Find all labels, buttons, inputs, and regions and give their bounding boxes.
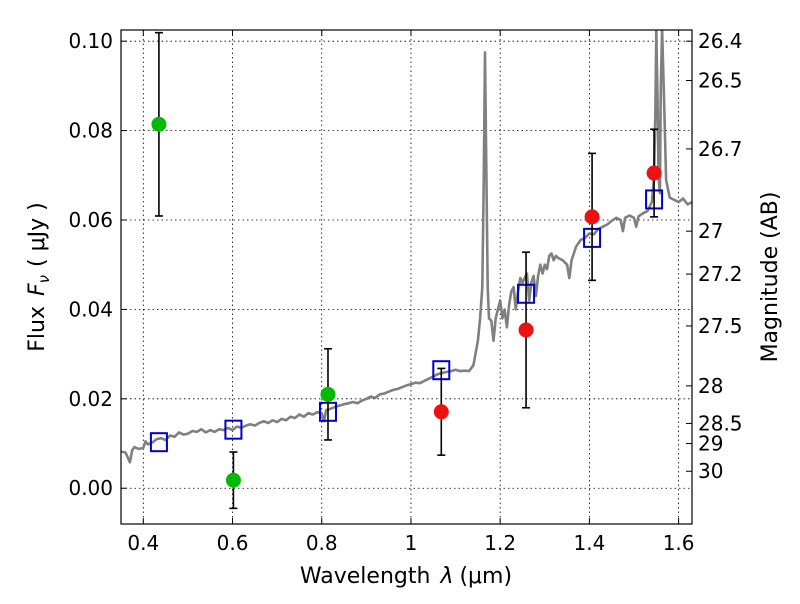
red-data-point — [646, 165, 662, 181]
y-tick-label: 0.10 — [68, 29, 113, 53]
y-axis-label: FluxFν( μJy ) — [25, 202, 53, 351]
y-tick-label: 0.08 — [68, 119, 113, 143]
right-tick-label: 26.7 — [698, 137, 743, 161]
model-bandpass-square — [149, 432, 168, 453]
red-data-point — [433, 404, 449, 420]
right-tick-label: 28.5 — [698, 411, 743, 435]
green-data-point — [151, 116, 167, 132]
model-spectrum-line — [121, 30, 692, 464]
right-tick-label: 26.5 — [698, 69, 743, 93]
green-data-point — [320, 386, 336, 402]
x-tick-label: 1 — [405, 531, 418, 555]
x-tick-label: 1.6 — [663, 531, 695, 555]
right-tick-label: 26.4 — [698, 29, 743, 53]
x-tick-label: 1.4 — [573, 531, 605, 555]
y-tick-label: 0.04 — [68, 297, 113, 321]
green-data-point — [225, 472, 241, 488]
right-tick-label: 27.5 — [698, 314, 743, 338]
right-tick-label: 30 — [698, 459, 723, 483]
x-tick-label: 1.2 — [484, 531, 516, 555]
plot-background — [121, 30, 692, 524]
data-marks — [149, 31, 664, 510]
grid — [121, 30, 692, 524]
x-axis-label: Wavelength λ (μm) — [300, 564, 512, 589]
y-tick-label: 0.00 — [68, 476, 113, 500]
y-tick-label: 0.02 — [68, 387, 113, 411]
right-tick-label: 27 — [698, 219, 723, 243]
right-axis-ticks: 26.4 26.5 26.7 27 27.2 27.5 28 28.529 30 — [686, 29, 743, 483]
red-data-point — [584, 209, 600, 225]
x-tick-label: 0.4 — [127, 531, 159, 555]
plot-frame — [120, 29, 693, 525]
right-tick-label: 28 — [698, 374, 723, 398]
right-axis-label: Magnitude (AB) — [758, 192, 783, 363]
model-spectrum — [121, 30, 692, 464]
right-tick-label: 27.2 — [698, 262, 743, 286]
x-tick-label: 0.6 — [217, 531, 249, 555]
right-tick-label: 29 — [698, 432, 723, 456]
x-axis-ticks: 0.4 0.6 0.8 1 1.2 1.4 1.6 — [127, 30, 695, 555]
y-axis-ticks: 0.00 0.02 0.04 0.06 0.08 0.10 — [68, 29, 127, 500]
model-bandpass-square — [224, 419, 243, 440]
x-tick-label: 0.8 — [306, 531, 338, 555]
y-tick-label: 0.06 — [68, 208, 113, 232]
red-data-point — [518, 322, 534, 338]
